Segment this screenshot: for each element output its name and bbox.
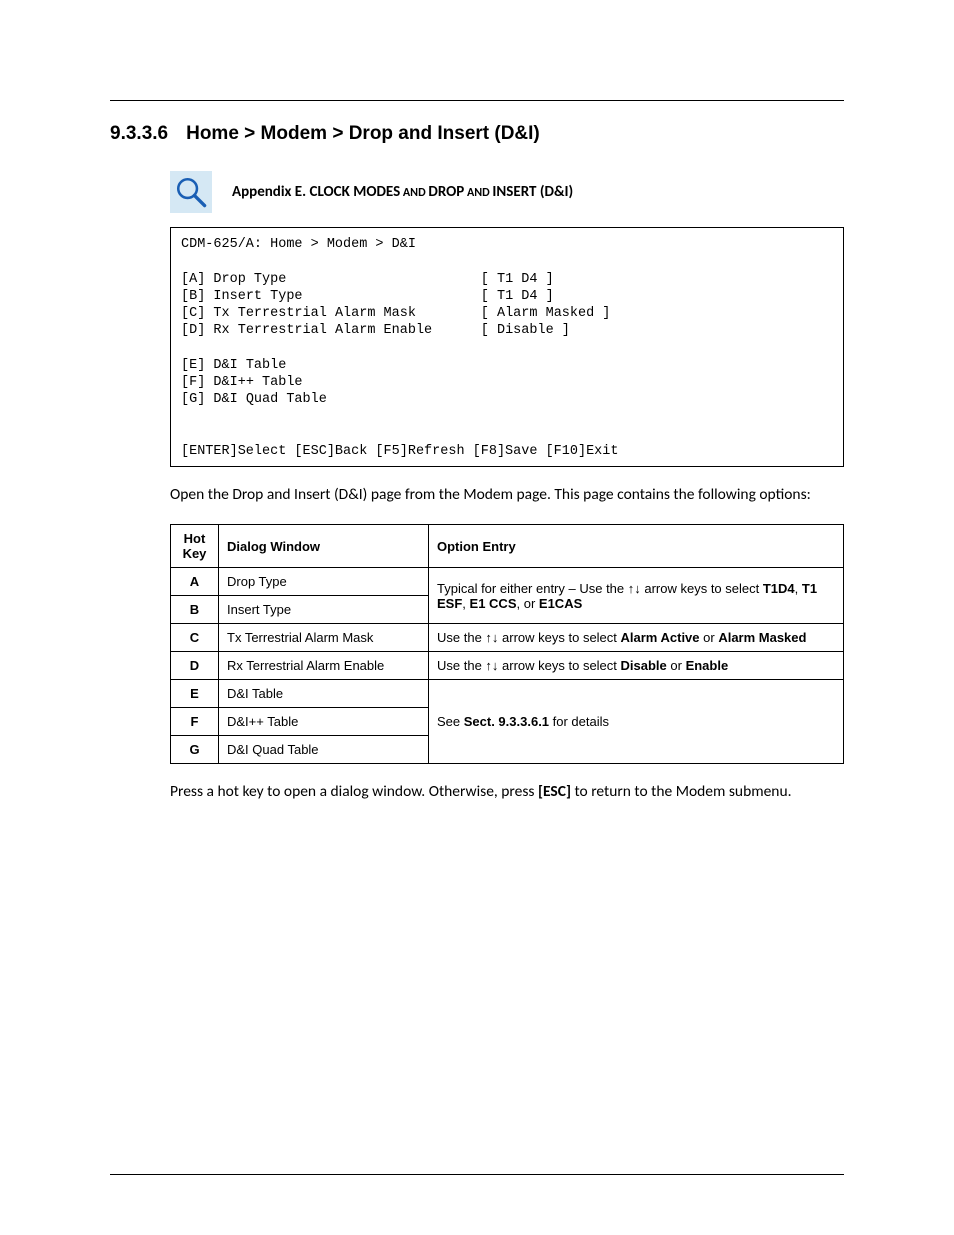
term-val: [ T1 D4 ] <box>481 289 554 304</box>
appendix-prefix: Appendix E. CLOCK MODES <box>232 183 400 201</box>
appendix-and: AND <box>400 186 428 200</box>
txt: to return to the Modem submenu. <box>571 782 792 801</box>
cell-dialog: Insert Type <box>219 596 429 624</box>
section-title: Home > Modem > Drop and Insert (D&I) <box>186 123 540 144</box>
term-label: Insert Type <box>213 289 302 304</box>
table-row: E D&I Table See Sect. 9.3.3.6.1 for deta… <box>171 680 844 708</box>
cell-hotkey: G <box>171 736 219 764</box>
terminal-box: CDM-625/A: Home > Modem > D&I [A] Drop T… <box>170 227 844 467</box>
appendix-row: Appendix E. CLOCK MODES AND DROP AND INS… <box>170 171 844 213</box>
page: 9.3.3.6 Home > Modem > Drop and Insert (D… <box>0 0 954 1235</box>
bold: E1 CCS <box>470 596 517 611</box>
outro-text: Press a hot key to open a dialog window.… <box>170 782 844 803</box>
term-val: [ Disable ] <box>481 323 570 338</box>
txt: Use the ↑↓ arrow keys to select <box>437 630 621 645</box>
txt: See <box>437 714 464 729</box>
cell-option-efg: See Sect. 9.3.3.6.1 for details <box>429 680 844 764</box>
bold: Alarm Active <box>621 630 700 645</box>
section-heading: 9.3.3.6 Home > Modem > Drop and Insert (D… <box>110 123 844 145</box>
txt: Use the ↑↓ arrow keys to select <box>437 658 621 673</box>
cell-hotkey: B <box>171 596 219 624</box>
bold: Sect. 9.3.3.6.1 <box>464 714 549 729</box>
term-val: [ T1 D4 ] <box>481 272 554 287</box>
appendix-title: Appendix E. CLOCK MODES AND DROP AND INS… <box>232 183 573 201</box>
bold: [ESC] <box>538 782 571 801</box>
term-row-b: [B] Insert Type [ T1 D4 ] <box>181 289 554 304</box>
th-dialog: Dialog Window <box>219 525 429 568</box>
bold: T1D4 <box>763 581 795 596</box>
txt: , or <box>517 596 539 611</box>
txt: or <box>667 658 686 673</box>
txt: , <box>795 581 802 596</box>
options-table: Hot Key Dialog Window Option Entry A Dro… <box>170 524 844 764</box>
cell-hotkey: F <box>171 708 219 736</box>
term-label: D&I Table <box>213 358 286 373</box>
terminal-footer: [ENTER]Select [ESC]Back [F5]Refresh [F8]… <box>181 444 618 459</box>
txt: , <box>462 596 469 611</box>
table-header-row: Hot Key Dialog Window Option Entry <box>171 525 844 568</box>
cell-hotkey: C <box>171 624 219 652</box>
term-key: [E] <box>181 358 205 373</box>
section-number: 9.3.3.6 <box>110 123 168 145</box>
txt: for details <box>549 714 609 729</box>
term-row-g: [G] D&I Quad Table <box>181 392 327 407</box>
terminal-path: CDM-625/A: Home > Modem > D&I <box>181 237 416 252</box>
intro-text: Open the Drop and Insert (D&I) page from… <box>170 485 844 506</box>
term-key: [B] <box>181 289 205 304</box>
bold: E1CAS <box>539 596 582 611</box>
term-row-d: [D] Rx Terrestrial Alarm Enable [ Disabl… <box>181 323 570 338</box>
term-row-a: [A] Drop Type [ T1 D4 ] <box>181 272 554 287</box>
term-key: [C] <box>181 306 205 321</box>
cell-option-ab: Typical for either entry – Use the ↑↓ ar… <box>429 568 844 624</box>
term-label: D&I++ Table <box>213 375 302 390</box>
cell-dialog: D&I Table <box>219 680 429 708</box>
cell-dialog: Drop Type <box>219 568 429 596</box>
th-option: Option Entry <box>429 525 844 568</box>
txt: Press a hot key to open a dialog window.… <box>170 782 538 801</box>
term-key: [A] <box>181 272 205 287</box>
term-row-e: [E] D&I Table <box>181 358 286 373</box>
cell-dialog: Tx Terrestrial Alarm Mask <box>219 624 429 652</box>
cell-hotkey: D <box>171 652 219 680</box>
appendix-tail: INSERT (D&I) <box>492 183 573 201</box>
term-label: D&I Quad Table <box>213 392 326 407</box>
txt: or <box>700 630 719 645</box>
term-val: [ Alarm Masked ] <box>481 306 611 321</box>
cell-hotkey: E <box>171 680 219 708</box>
table-row: A Drop Type Typical for either entry – U… <box>171 568 844 596</box>
table-row: D Rx Terrestrial Alarm Enable Use the ↑↓… <box>171 652 844 680</box>
bold: Alarm Masked <box>718 630 806 645</box>
term-key: [F] <box>181 375 205 390</box>
appendix-and2: AND <box>464 186 492 200</box>
bottom-rule <box>110 1174 844 1175</box>
term-row-c: [C] Tx Terrestrial Alarm Mask [ Alarm Ma… <box>181 306 610 321</box>
term-key: [G] <box>181 392 205 407</box>
appendix-drop: DROP <box>428 183 464 201</box>
cell-dialog: D&I Quad Table <box>219 736 429 764</box>
cell-dialog: Rx Terrestrial Alarm Enable <box>219 652 429 680</box>
th-hotkey: Hot Key <box>171 525 219 568</box>
cell-option-d: Use the ↑↓ arrow keys to select Disable … <box>429 652 844 680</box>
bold: Enable <box>686 658 729 673</box>
term-row-f: [F] D&I++ Table <box>181 375 303 390</box>
cell-dialog: D&I++ Table <box>219 708 429 736</box>
txt: Typical for either entry – Use the ↑↓ ar… <box>437 581 763 596</box>
term-label: Rx Terrestrial Alarm Enable <box>213 323 432 338</box>
magnify-icon <box>170 171 212 213</box>
table-row: C Tx Terrestrial Alarm Mask Use the ↑↓ a… <box>171 624 844 652</box>
cell-hotkey: A <box>171 568 219 596</box>
cell-option-c: Use the ↑↓ arrow keys to select Alarm Ac… <box>429 624 844 652</box>
term-label: Drop Type <box>213 272 286 287</box>
term-label: Tx Terrestrial Alarm Mask <box>213 306 416 321</box>
bold: Disable <box>621 658 667 673</box>
term-key: [D] <box>181 323 205 338</box>
top-rule <box>110 100 844 101</box>
